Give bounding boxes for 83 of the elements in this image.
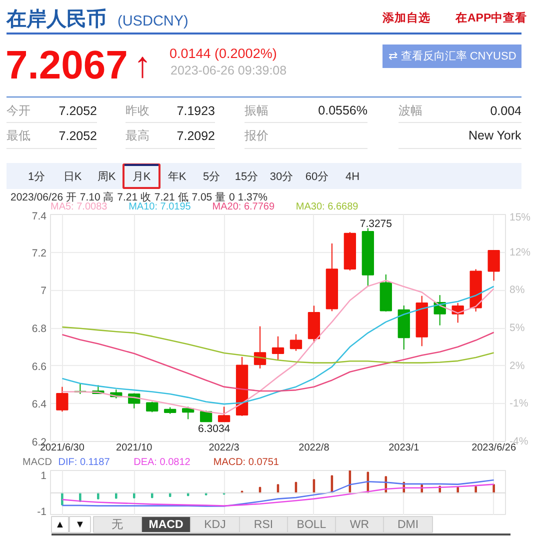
text: 添加自选 — [382, 10, 430, 24]
line-series — [62, 332, 494, 392]
x-tick-label: 2023/6/26 — [472, 442, 516, 454]
text: 0.004 — [490, 104, 522, 118]
text: 0.0144 (0.2002%) — [170, 46, 277, 61]
text: 昨收 — [126, 104, 150, 118]
text: WR — [350, 519, 370, 531]
candlestick — [290, 334, 302, 352]
y-tick-label: 6.8 — [32, 323, 47, 335]
y-tick-label: -1 — [37, 506, 47, 518]
x-tick-label: 2022/8 — [298, 442, 330, 454]
chart-subtitle: 2023/06/26 开 7.10 高 7.21 收 7.21 低 7.05 量 0 1.37% — [10, 190, 268, 204]
text: MA30: 6.6689 — [296, 202, 359, 212]
y2-tick-label: 8% — [510, 284, 525, 296]
text: 月K — [132, 171, 152, 183]
y-tick-label: 1 — [40, 470, 47, 482]
text: 2023-06-26 09:39:08 — [170, 64, 287, 78]
annotation: 7.3275 — [360, 218, 392, 230]
y-tick-label: 7.2 — [32, 247, 47, 260]
x-tick-label: 2022/3 — [208, 442, 240, 454]
y2-tick-label: 12% — [510, 246, 531, 258]
text: 1分 — [28, 171, 46, 183]
text: 波幅 — [398, 104, 422, 118]
text: DEA: 0.0812 — [134, 457, 191, 468]
text: 60分 — [305, 171, 329, 183]
y-tick-label: 6.6 — [32, 360, 47, 373]
text: New York — [468, 128, 522, 142]
text: 7.2052 — [58, 104, 98, 118]
annotation: 6.3034 — [198, 422, 230, 435]
chart-title: MACD — [22, 457, 52, 468]
text: 在岸人民币 — [6, 8, 106, 30]
x-tick-label: 2021/10 — [116, 442, 153, 454]
text: 报价 — [244, 128, 268, 142]
candlestick — [488, 250, 500, 282]
text: 7.2067 — [6, 44, 128, 88]
line-series — [62, 326, 494, 364]
text: 5分 — [202, 171, 220, 183]
text: KDJ — [204, 519, 226, 531]
candlestick — [218, 406, 230, 422]
text: 振幅 — [244, 104, 268, 118]
text: DIF: 0.1187 — [58, 457, 110, 468]
text: 在APP中查看 — [454, 10, 528, 24]
y-tick-label: 7.4 — [32, 210, 47, 222]
line-series — [62, 484, 494, 506]
text: 周K — [97, 171, 116, 183]
x-tick-label: 2023/1 — [388, 442, 420, 454]
y2-tick-label: 5% — [510, 322, 525, 334]
candlestick — [254, 326, 266, 369]
y2-tick-label: -1% — [510, 398, 528, 410]
text: 最低 — [6, 128, 30, 142]
text: 4H — [345, 171, 360, 183]
text: 7.2052 — [58, 129, 98, 143]
text: MACD — [148, 519, 184, 531]
y2-tick-label: 2% — [510, 360, 525, 372]
text: 日K — [63, 171, 82, 183]
text: MA10: 7.0195 — [128, 202, 192, 212]
text: 15分 — [234, 171, 258, 183]
candlestick — [56, 386, 68, 412]
text: ↑ — [134, 44, 152, 85]
series-label: MACD: 0.0751 — [213, 457, 280, 468]
text: 最高 — [126, 128, 150, 142]
candlestick — [200, 410, 212, 422]
y-tick-label: 7 — [40, 285, 47, 298]
candlestick — [272, 336, 284, 360]
text: ▼ — [75, 520, 85, 530]
text: 7.2092 — [176, 129, 216, 143]
text: 年K — [168, 171, 187, 183]
text: 0.0556% — [318, 104, 368, 118]
line-series — [62, 479, 494, 507]
text: (USDCNY) — [118, 14, 188, 30]
text: BOLL — [296, 519, 327, 531]
text: MA20: 6.7769 — [212, 202, 275, 212]
text: 无 — [112, 518, 124, 531]
text: 30分 — [270, 171, 294, 183]
text: ▲ — [55, 520, 65, 530]
text: ⇄ 查看反向汇率 CNYUSD — [388, 50, 516, 62]
text: RSI — [254, 519, 274, 531]
y2-tick-label: 15% — [510, 212, 531, 224]
text: 今开 — [6, 104, 30, 118]
y-tick-label: 6.4 — [32, 398, 47, 411]
text: DMI — [397, 519, 419, 531]
text: MA5: 7.0083 — [50, 202, 108, 212]
text: 7.1923 — [176, 104, 216, 118]
